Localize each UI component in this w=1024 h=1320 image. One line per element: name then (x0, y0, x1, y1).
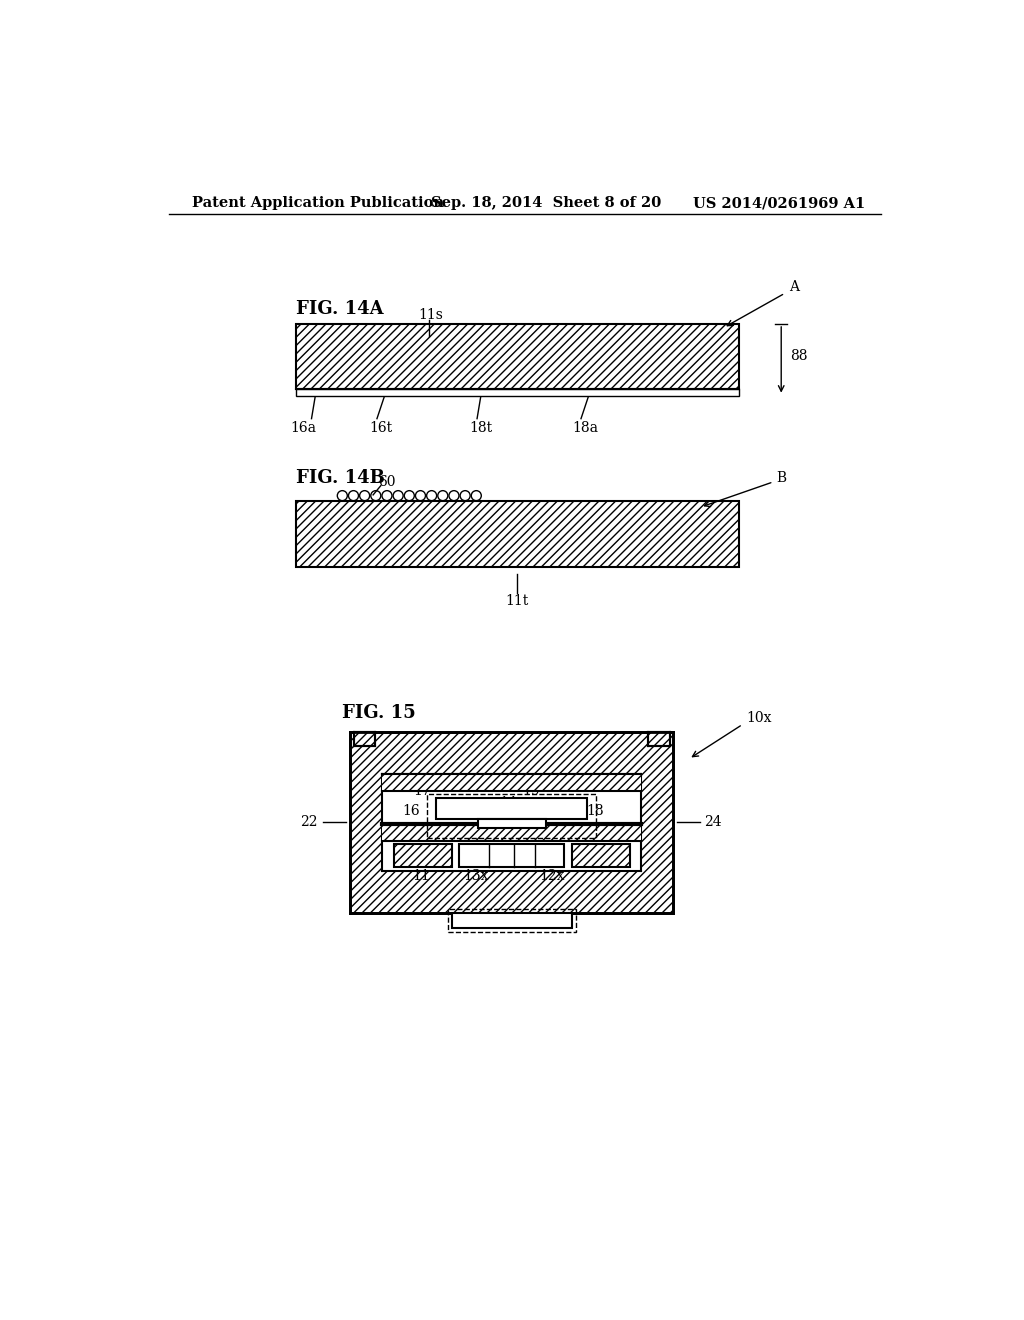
Text: 18a: 18a (571, 421, 598, 434)
Bar (296, 502, 739, 566)
Text: A: A (788, 280, 799, 294)
Text: 17: 17 (414, 784, 431, 799)
Text: 16t: 16t (370, 421, 392, 434)
Text: 11t: 11t (506, 594, 528, 609)
Text: 11s: 11s (419, 308, 443, 322)
Bar (382, 775, 641, 792)
Text: 18: 18 (586, 804, 604, 817)
Text: 24: 24 (705, 816, 722, 829)
Text: B: B (776, 471, 786, 484)
Bar (296, 323, 739, 389)
Bar (460, 843, 564, 867)
Text: 14x: 14x (499, 796, 524, 810)
Text: 13x: 13x (464, 869, 489, 883)
Bar (447, 909, 575, 932)
Text: 16: 16 (402, 804, 420, 817)
Text: FIG. 14A: FIG. 14A (296, 300, 384, 318)
Text: 22: 22 (300, 816, 317, 829)
Bar (452, 913, 571, 928)
Text: 11: 11 (412, 869, 430, 883)
Bar (436, 797, 587, 818)
Bar (571, 843, 630, 867)
Text: Sep. 18, 2014  Sheet 8 of 20: Sep. 18, 2014 Sheet 8 of 20 (431, 197, 662, 210)
Bar (427, 793, 596, 838)
Bar (296, 389, 739, 396)
Bar (382, 775, 641, 871)
Text: 10x: 10x (746, 711, 772, 725)
Text: 19: 19 (522, 784, 540, 799)
Text: FIG. 14B: FIG. 14B (296, 469, 385, 487)
Text: 12x: 12x (540, 869, 565, 883)
Text: FIG. 15: FIG. 15 (342, 704, 416, 722)
Bar (648, 733, 670, 746)
Text: US 2014/0261969 A1: US 2014/0261969 A1 (692, 197, 865, 210)
Bar (382, 825, 641, 841)
Text: 88: 88 (791, 350, 808, 363)
Bar (394, 843, 452, 867)
Bar (478, 818, 546, 829)
Text: 60: 60 (378, 475, 395, 488)
Text: 16a: 16a (291, 421, 316, 434)
Text: 18t: 18t (469, 421, 493, 434)
Bar (350, 733, 674, 913)
Text: Patent Application Publication: Patent Application Publication (193, 197, 444, 210)
Bar (354, 733, 376, 746)
